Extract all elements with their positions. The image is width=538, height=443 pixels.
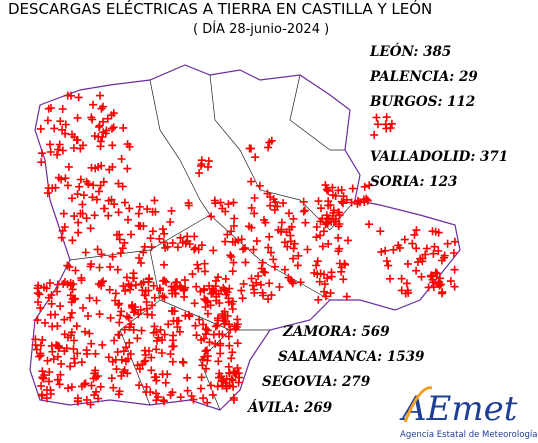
subtitle: ( DÍA 28-junio-2024 ) <box>193 21 329 37</box>
province-count: BURGOS: 112 <box>369 94 475 110</box>
logo-swoosh <box>403 386 433 423</box>
province-count: SALAMANCA: 1539 <box>278 349 425 365</box>
province-count: VALLADOLID: 371 <box>370 149 508 165</box>
logo-caption: Agencia Estatal de Meteorología <box>400 430 537 440</box>
province-count: ZAMORA: 569 <box>282 324 390 340</box>
province-count: SORIA: 123 <box>370 174 457 190</box>
province-count: SEGOVIA: 279 <box>262 374 371 390</box>
strike-crosses <box>31 91 459 409</box>
province-count: ÁVILA: 269 <box>246 400 333 416</box>
title: DESCARGAS ELÉCTRICAS A TIERRA EN CASTILL… <box>8 0 432 18</box>
province-count: LEÓN: 385 <box>369 43 451 60</box>
province-count: PALENCIA: 29 <box>369 69 478 85</box>
region-outline <box>29 64 461 411</box>
lightning-strikes <box>31 91 459 409</box>
logo-name: AEmet <box>399 389 518 429</box>
